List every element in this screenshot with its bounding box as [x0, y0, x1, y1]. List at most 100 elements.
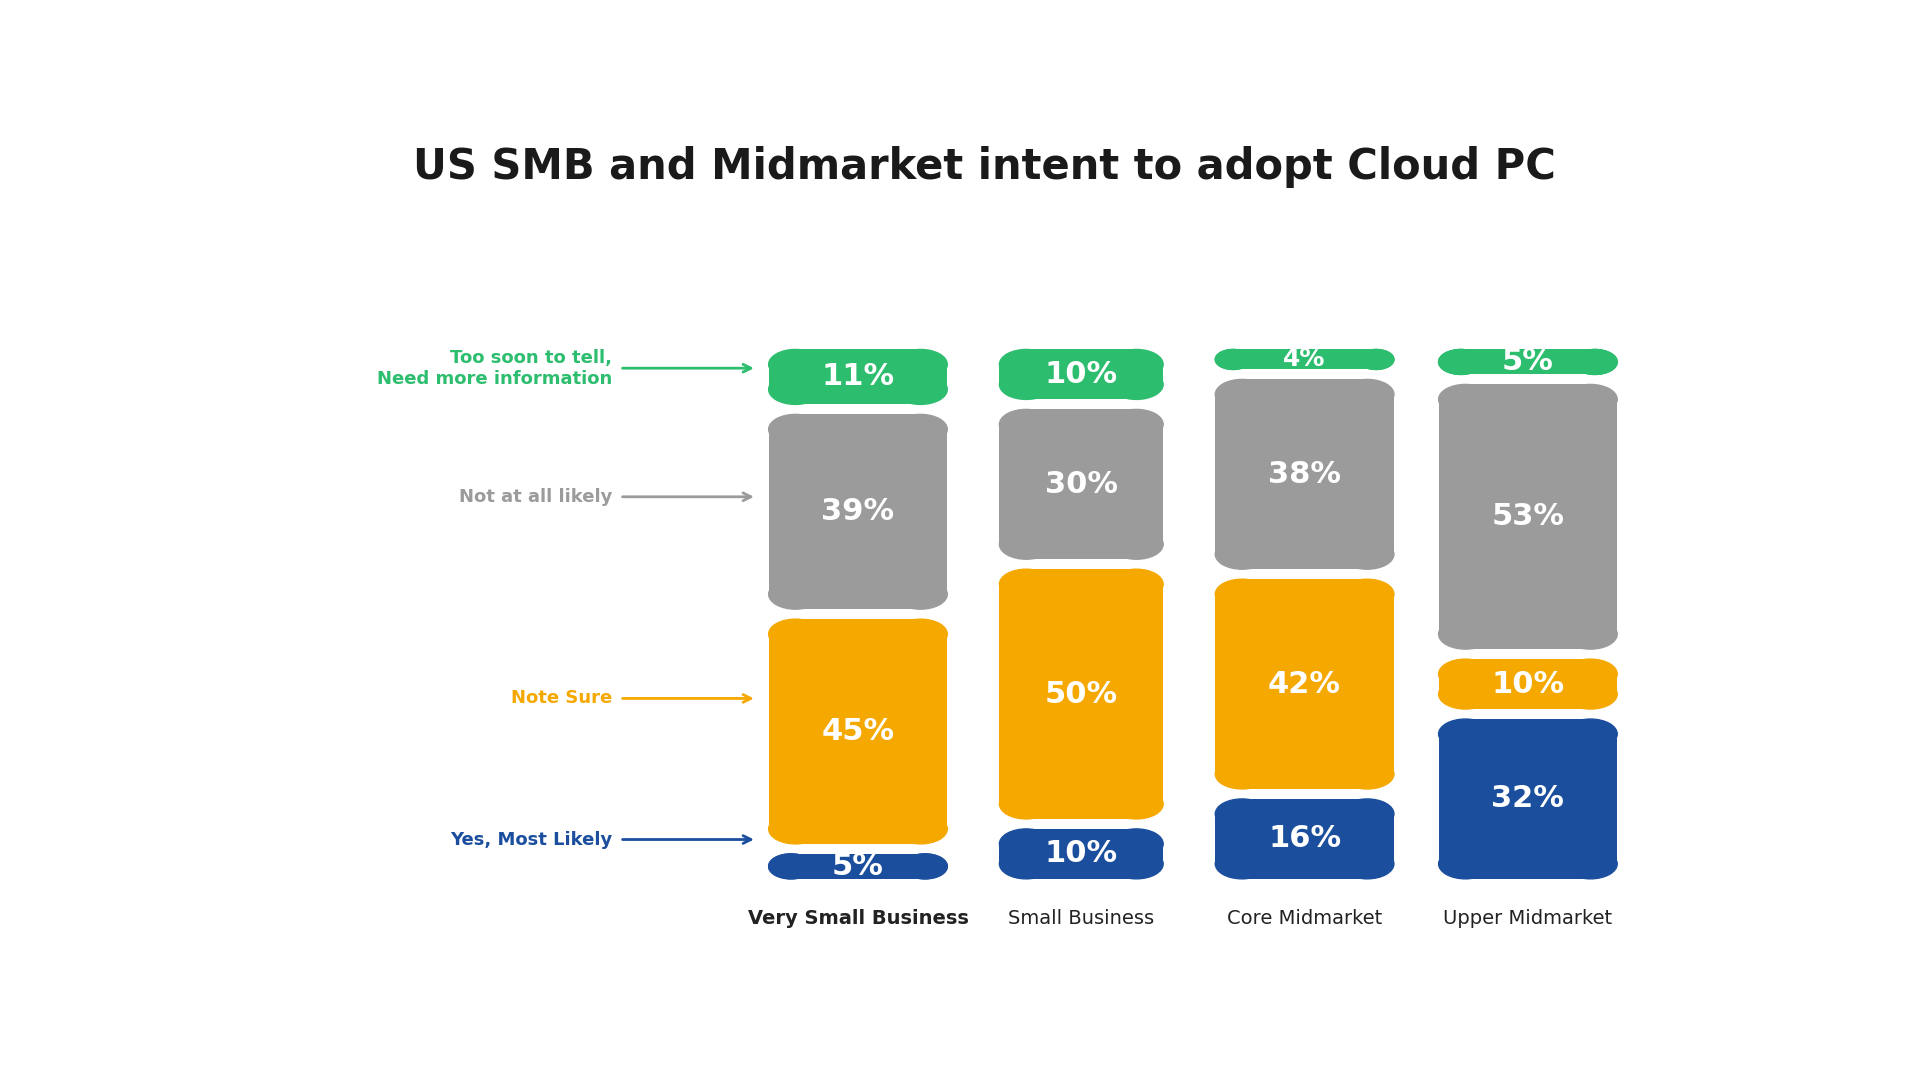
Bar	[1216, 395, 1395, 555]
Circle shape	[1110, 789, 1162, 819]
Bar	[1466, 659, 1591, 709]
Circle shape	[999, 370, 1053, 399]
Bar	[768, 635, 947, 829]
Bar	[1439, 675, 1617, 694]
Bar	[1439, 399, 1617, 635]
Circle shape	[999, 410, 1053, 439]
Bar	[1243, 799, 1368, 879]
Text: 42%: 42%	[1268, 669, 1341, 698]
Circle shape	[999, 349, 1053, 379]
Text: Note Sure: Note Sure	[511, 690, 613, 707]
Circle shape	[768, 579, 822, 610]
Circle shape	[768, 349, 822, 379]
Text: Small Business: Small Business	[1009, 909, 1155, 929]
Circle shape	[1216, 539, 1270, 570]
Bar	[1466, 385, 1591, 649]
Circle shape	[768, 854, 813, 879]
Bar	[999, 425, 1162, 544]
Text: 5%: 5%	[832, 852, 884, 881]
Bar	[1439, 734, 1617, 864]
Circle shape	[768, 414, 822, 444]
Circle shape	[1439, 349, 1483, 374]
Circle shape	[893, 619, 947, 649]
Circle shape	[1439, 679, 1493, 709]
Circle shape	[1564, 385, 1617, 414]
Circle shape	[768, 814, 822, 844]
Circle shape	[1216, 349, 1251, 370]
Circle shape	[903, 854, 947, 879]
Circle shape	[903, 854, 947, 879]
Circle shape	[1216, 579, 1270, 610]
Circle shape	[893, 814, 947, 844]
Text: 45%: 45%	[822, 717, 895, 746]
Circle shape	[1110, 349, 1162, 379]
Bar	[1216, 595, 1395, 774]
Circle shape	[1564, 659, 1617, 689]
Circle shape	[999, 570, 1053, 599]
Circle shape	[1110, 410, 1162, 439]
Circle shape	[1439, 385, 1493, 414]
Circle shape	[1341, 759, 1395, 789]
Circle shape	[1573, 349, 1617, 374]
Bar	[1466, 719, 1591, 879]
Circle shape	[1439, 659, 1493, 689]
Bar	[1243, 579, 1368, 789]
Circle shape	[999, 829, 1053, 859]
Circle shape	[893, 579, 947, 610]
Circle shape	[1564, 849, 1617, 879]
Circle shape	[1358, 349, 1395, 370]
Circle shape	[999, 849, 1053, 879]
Circle shape	[1216, 799, 1270, 829]
Text: 30%: 30%	[1045, 470, 1118, 498]
Circle shape	[1564, 719, 1617, 749]
Circle shape	[1439, 349, 1483, 374]
Circle shape	[893, 349, 947, 379]
Text: 39%: 39%	[822, 497, 895, 526]
Text: 10%: 10%	[1045, 839, 1118, 868]
Text: Not at all likely: Not at all likely	[459, 488, 613, 506]
Bar	[795, 414, 920, 610]
Text: 50%: 50%	[1045, 680, 1118, 708]
Text: 53%: 53%	[1491, 503, 1564, 531]
Circle shape	[1110, 530, 1162, 559]
Text: Upper Midmarket: Upper Midmarket	[1443, 909, 1612, 929]
Text: Yes, Most Likely: Yes, Most Likely	[450, 830, 613, 849]
Circle shape	[1341, 579, 1395, 610]
Bar	[999, 844, 1162, 864]
Circle shape	[768, 374, 822, 404]
Text: 38%: 38%	[1268, 459, 1341, 489]
Text: 16%: 16%	[1268, 825, 1341, 853]
Circle shape	[893, 414, 947, 444]
Circle shape	[1564, 679, 1617, 709]
Text: US SMB and Midmarket intent to adopt Cloud PC: US SMB and Midmarket intent to adopt Clo…	[413, 146, 1556, 188]
Circle shape	[1439, 619, 1493, 649]
Circle shape	[1341, 799, 1395, 829]
Circle shape	[1358, 349, 1395, 370]
Bar	[795, 349, 920, 404]
Circle shape	[1216, 349, 1251, 370]
Circle shape	[1341, 849, 1395, 879]
Bar	[1243, 379, 1368, 570]
Bar	[791, 854, 926, 879]
Bar	[999, 364, 1162, 385]
Circle shape	[1439, 849, 1493, 879]
Circle shape	[768, 619, 822, 649]
Bar	[768, 364, 947, 389]
Bar	[1026, 349, 1137, 399]
Circle shape	[1216, 759, 1270, 789]
Circle shape	[1216, 379, 1270, 410]
Bar	[999, 584, 1162, 804]
Bar	[1026, 410, 1137, 559]
Text: Very Small Business: Very Small Business	[747, 909, 968, 929]
Circle shape	[1341, 379, 1395, 410]
Circle shape	[1341, 539, 1395, 570]
Circle shape	[1110, 849, 1162, 879]
Circle shape	[1439, 719, 1493, 749]
Bar	[1026, 829, 1137, 879]
Text: Core Midmarket: Core Midmarket	[1228, 909, 1383, 929]
Circle shape	[768, 854, 813, 879]
Text: 10%: 10%	[1045, 360, 1118, 389]
Text: 5%: 5%	[1502, 347, 1554, 376]
Bar	[1026, 570, 1137, 819]
Circle shape	[1110, 829, 1162, 859]
